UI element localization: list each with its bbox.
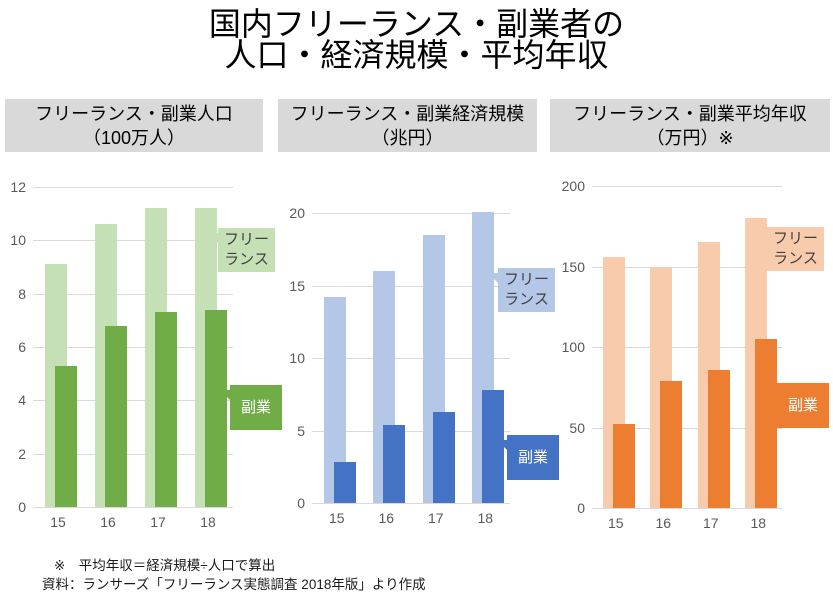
bar-sidejob [660, 380, 683, 508]
legend-callout-sidejob: 副業 [497, 435, 559, 480]
bar-sidejob [55, 365, 77, 507]
bar-freelance [323, 297, 346, 503]
legend-callout-sidejob: 副業 [220, 385, 282, 430]
gridline [33, 187, 233, 188]
legend-label-freelance: フリーランス [503, 271, 549, 308]
panel-header-economy-line1: フリーランス・副業経済規模 [290, 103, 525, 124]
gridline [592, 427, 782, 429]
gridline [33, 293, 233, 295]
bar-sidejob [105, 325, 127, 507]
x-axis-tick-label: 17 [150, 514, 166, 530]
bar-sidejob [612, 424, 635, 508]
page-title-line2: 人口・経済規模・平均年収 [224, 37, 609, 73]
x-axis-tick-label: 17 [702, 515, 719, 531]
x-axis-tick-label: 17 [427, 510, 444, 526]
footnote-source: 資料：ランサーズ「フリーランス実態調査 2018年版」より作成 [42, 577, 426, 592]
y-axis-tick-label: 0 [577, 500, 585, 516]
bar-sidejob [333, 462, 356, 503]
y-axis-tick-label: 15 [289, 277, 305, 294]
panel-header-income-line1: フリーランス・副業平均年収 [573, 103, 807, 124]
legend-label-sidejob: 副業 [240, 398, 271, 416]
income-bar-chart: フリーランス 副業 0 50 100 150 200 15 16 17 18 [550, 170, 833, 552]
legend-label-sidejob: 副業 [787, 396, 818, 414]
economy-bar-chart: フリーランス 副業 0 5 10 15 20 15 16 17 18 [278, 170, 559, 552]
bar-sidejob [755, 338, 778, 508]
y-axis-tick-label: 4 [18, 392, 26, 409]
legend-callout-freelance: フリーランス [488, 268, 555, 312]
legend-callout-sidejob: 副業 [767, 383, 829, 428]
y-axis-tick-label: 2 [18, 445, 26, 462]
y-axis-tick-label: 50 [569, 419, 585, 436]
legend-label-freelance: フリーランス [223, 231, 269, 268]
gridline [312, 358, 510, 359]
panel-header-population: フリーランス・副業人口 （100万人） [5, 99, 263, 152]
panel-header-economy-line2: （兆円） [371, 127, 444, 148]
x-axis-tick-label: 15 [50, 514, 66, 530]
x-axis-tick-label: 18 [477, 510, 494, 526]
gridline [312, 213, 510, 214]
y-axis-tick-label: 12 [10, 179, 26, 195]
bar-sidejob [482, 389, 505, 503]
y-axis-tick-label: 20 [289, 205, 305, 221]
y-axis-tick-label: 10 [289, 350, 305, 366]
x-axis-tick-label: 18 [750, 515, 767, 531]
legend-callout-freelance: フリーランス [757, 227, 824, 271]
gridline [592, 347, 782, 348]
gridline [312, 430, 510, 432]
bar-sidejob [707, 369, 730, 508]
x-axis-tick-label: 16 [655, 515, 672, 531]
gridline [592, 266, 782, 268]
x-axis-tick-label: 15 [328, 510, 345, 526]
panel-header-income-line2: （万円）※ [646, 127, 734, 148]
x-axis-tick-label: 15 [607, 515, 624, 531]
panel-header-population-line1: フリーランス・副業人口 [35, 103, 233, 124]
footnote-formula: ※ 平均年収＝経済規模÷人口で算出 [54, 558, 276, 573]
y-axis-tick-label: 0 [297, 495, 305, 511]
page-title-line1: 国内フリーランス・副業者の [208, 6, 625, 42]
gridline [592, 186, 782, 187]
legend-label-freelance: フリーランス [772, 230, 818, 267]
gridline [33, 507, 233, 508]
bar-sidejob [432, 411, 455, 503]
page-title: 国内フリーランス・副業者の 人口・経済規模・平均年収 [0, 6, 833, 73]
x-axis-tick-label: 16 [378, 510, 395, 526]
y-axis-tick-label: 8 [18, 285, 26, 302]
legend-callout-freelance: フリーランス [208, 228, 275, 272]
x-axis-tick-label: 18 [200, 514, 216, 530]
y-axis-tick-label: 200 [561, 178, 585, 194]
y-axis-tick-label: 150 [561, 258, 585, 275]
gridline [33, 400, 233, 402]
panel-header-population-line2: （100万人） [82, 127, 186, 148]
bar-sidejob [383, 424, 406, 503]
footnotes: ※ 平均年収＝経済規模÷人口で算出 資料：ランサーズ「フリーランス実態調査 20… [42, 556, 426, 594]
y-axis-tick-label: 5 [297, 422, 305, 439]
population-bar-chart: フリーランス 副業 0 2 4 6 8 10 12 15 16 17 18 [0, 170, 282, 552]
bar-sidejob [205, 309, 227, 507]
panel-header-economy: フリーランス・副業経済規模 （兆円） [278, 99, 537, 152]
panel-header-income: フリーランス・副業平均年収 （万円）※ [550, 99, 830, 152]
y-axis-tick-label: 100 [561, 339, 585, 355]
gridline [33, 240, 233, 242]
y-axis-tick-label: 10 [10, 232, 26, 249]
bar-sidejob [155, 312, 177, 507]
gridline [312, 503, 510, 504]
y-axis-tick-label: 0 [18, 499, 26, 515]
y-axis-tick-label: 6 [18, 339, 26, 355]
gridline [33, 453, 233, 455]
legend-label-sidejob: 副業 [517, 448, 548, 466]
gridline [592, 508, 782, 509]
gridline [33, 347, 233, 348]
gridline [312, 285, 510, 287]
x-axis-tick-label: 16 [100, 514, 116, 530]
